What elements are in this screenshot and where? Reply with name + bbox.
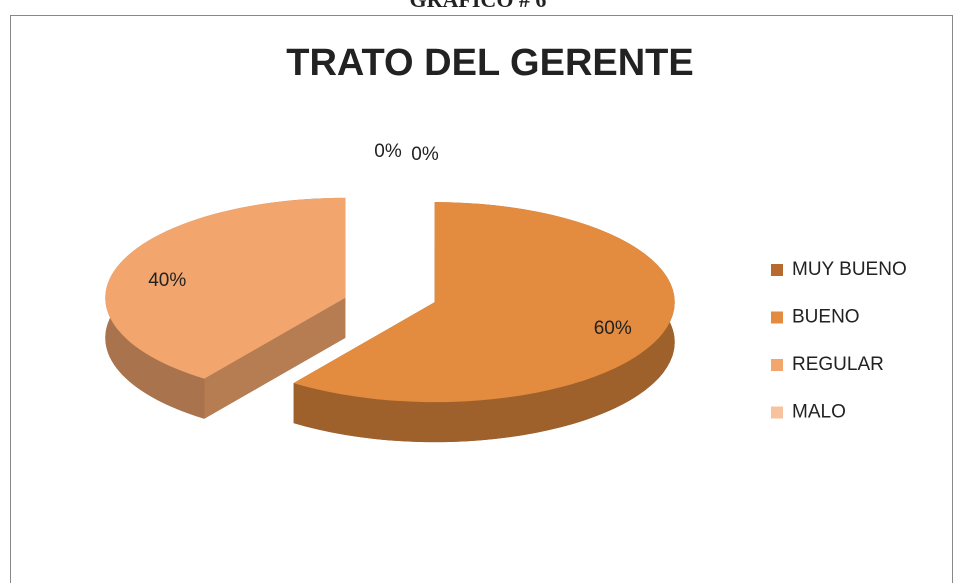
pie-slice xyxy=(293,202,675,403)
legend-swatch xyxy=(771,406,783,419)
caption: GRÁFICO # 6 xyxy=(410,0,547,12)
data-label: 40% xyxy=(148,270,186,291)
legend-label: BUENO xyxy=(792,307,860,328)
chart-title: TRATO DEL GERENTE xyxy=(286,42,693,84)
legend-label: MALO xyxy=(792,402,846,423)
legend-swatch xyxy=(771,359,783,371)
data-label: 0% xyxy=(411,144,439,165)
data-label: 0% xyxy=(374,141,402,162)
legend-label: MUY BUENO xyxy=(792,259,907,280)
legend-swatch xyxy=(771,264,783,276)
data-label: 60% xyxy=(594,318,632,339)
pie-slice-wall xyxy=(204,297,346,419)
pie-slice xyxy=(105,197,346,379)
legend-swatch xyxy=(771,311,783,324)
legend-label: REGULAR xyxy=(792,354,884,375)
